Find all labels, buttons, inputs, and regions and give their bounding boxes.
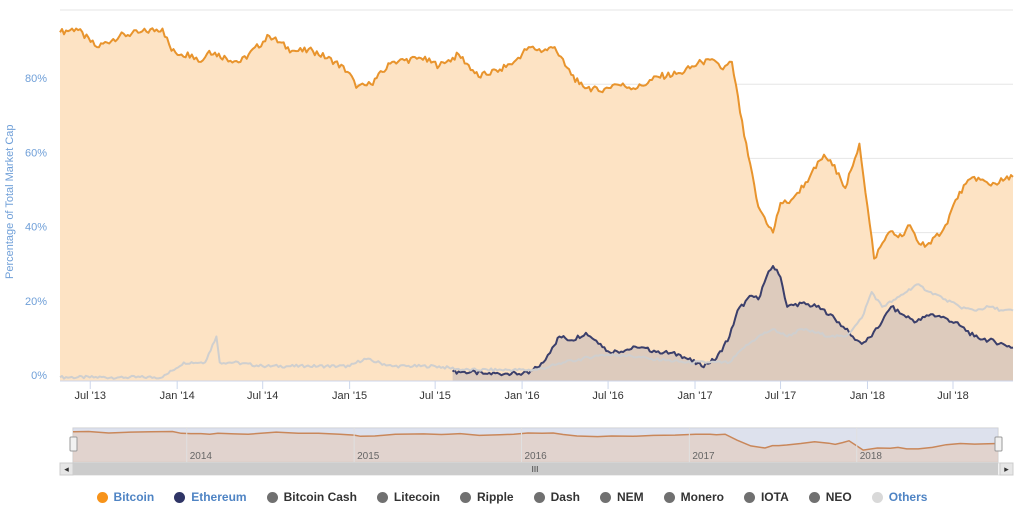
x-tick-label: Jan '17 (677, 390, 712, 402)
navigator-left-handle[interactable] (69, 436, 78, 452)
navigator-year-label: 2015 (357, 451, 380, 462)
legend-label: Bitcoin (113, 490, 155, 504)
y-tick-label: 80% (25, 73, 47, 85)
x-tick-label: Jul '16 (592, 390, 623, 402)
legend-dot-icon (871, 491, 883, 503)
x-axis-ticks: Jul '13 Jan '14 Jul '14 Jan '15 Jul '15 Jan '… (75, 381, 969, 402)
navigator-line (72, 430, 999, 451)
chart-svg: 0% 20% 40% 60% 80% Jul '13 Jan '14 Jul '14 Jan … (25, 9, 1014, 476)
y-tick-label: 20% (25, 296, 47, 308)
y-tick-label: 40% (25, 222, 47, 234)
series-areas (59, 27, 1014, 382)
legend-dot-icon (663, 491, 675, 503)
y-axis-ticks: 0% 20% 40% 60% 80% (25, 73, 47, 382)
scrollbar-thumb[interactable] (73, 463, 998, 475)
legend-item-bitcoin[interactable]: Bitcoin (96, 487, 155, 507)
scroll-left-button[interactable] (59, 462, 74, 476)
x-tick-label: Jul '15 (419, 390, 450, 402)
navigator-year-label: 2017 (692, 451, 715, 462)
scroll-right-button[interactable] (999, 462, 1014, 476)
x-tick-label: Jan '16 (505, 390, 540, 402)
legend-item-neo[interactable]: NEO (808, 487, 852, 507)
legend-label: Ethereum (191, 490, 247, 504)
legend-item-bitcoin-cash[interactable]: Bitcoin Cash (266, 487, 357, 507)
legend-dot-icon (533, 491, 545, 503)
x-tick-label: Jul '14 (247, 390, 278, 402)
legend-dot-icon (808, 491, 820, 503)
legend-item-litecoin[interactable]: Litecoin (376, 487, 440, 507)
scrollbar-grip: III (532, 465, 539, 474)
x-tick-label: Jan '15 (332, 390, 367, 402)
others-line (59, 283, 1014, 380)
legend-label: Dash (550, 490, 580, 504)
navigator-right-handle[interactable] (994, 436, 1003, 452)
legend-item-monero[interactable]: Monero (663, 487, 724, 507)
legend-dot-icon (174, 491, 186, 503)
legend-label: NEO (825, 490, 852, 504)
x-tick-label: Jul '13 (75, 390, 106, 402)
legend-item-others[interactable]: Others (871, 487, 928, 507)
y-tick-label: 60% (25, 147, 47, 159)
legend-dot-icon (459, 491, 471, 503)
navigator-area (73, 431, 998, 462)
legend-label: Bitcoin Cash (283, 490, 357, 504)
x-tick-label: Jul '17 (765, 390, 796, 402)
scroll-right-arrow-icon: ▸ (1004, 464, 1009, 474)
x-tick-label: Jan '14 (160, 390, 195, 402)
legend-label: Others (888, 490, 928, 504)
legend-item-iota[interactable]: IOTA (743, 487, 789, 507)
bitcoin-line (59, 27, 1014, 260)
legend-label: Ripple (476, 490, 514, 504)
x-tick-label: Jul '18 (937, 390, 968, 402)
legend-label: Monero (680, 490, 724, 504)
legend-item-ethereum[interactable]: Ethereum (174, 487, 247, 507)
y-axis-title: Percentage of Total Market Cap (4, 124, 16, 280)
legend-dot-icon (599, 491, 611, 503)
bitcoin-area (60, 28, 1013, 382)
legend-dot-icon (743, 491, 755, 503)
navigator[interactable]: 2014 2015 2016 2017 2018 III ◂ ▸ (59, 427, 1014, 476)
legend-dot-icon (266, 491, 278, 503)
legend-label: IOTA (760, 490, 789, 504)
legend-label: Litecoin (393, 490, 440, 504)
legend-item-dash[interactable]: Dash (533, 487, 580, 507)
ethereum-area (452, 266, 1014, 381)
navigator-year-label: 2018 (860, 451, 883, 462)
ethereum-line (451, 265, 1014, 377)
chart-legend: Bitcoin Ethereum Bitcoin Cash Litecoin Rippl… (0, 487, 1024, 507)
x-tick-label: Jan '18 (850, 390, 885, 402)
navigator-year-label: 2014 (190, 451, 213, 462)
legend-item-nem[interactable]: NEM (599, 487, 644, 507)
legend-label: NEM (616, 490, 644, 504)
legend-dot-icon (376, 491, 388, 503)
scroll-left-arrow-icon: ◂ (64, 464, 69, 474)
y-tick-label: 0% (31, 370, 47, 382)
navigator-year-label: 2016 (525, 451, 548, 462)
legend-item-ripple[interactable]: Ripple (459, 487, 514, 507)
legend-dot-icon (96, 491, 108, 503)
